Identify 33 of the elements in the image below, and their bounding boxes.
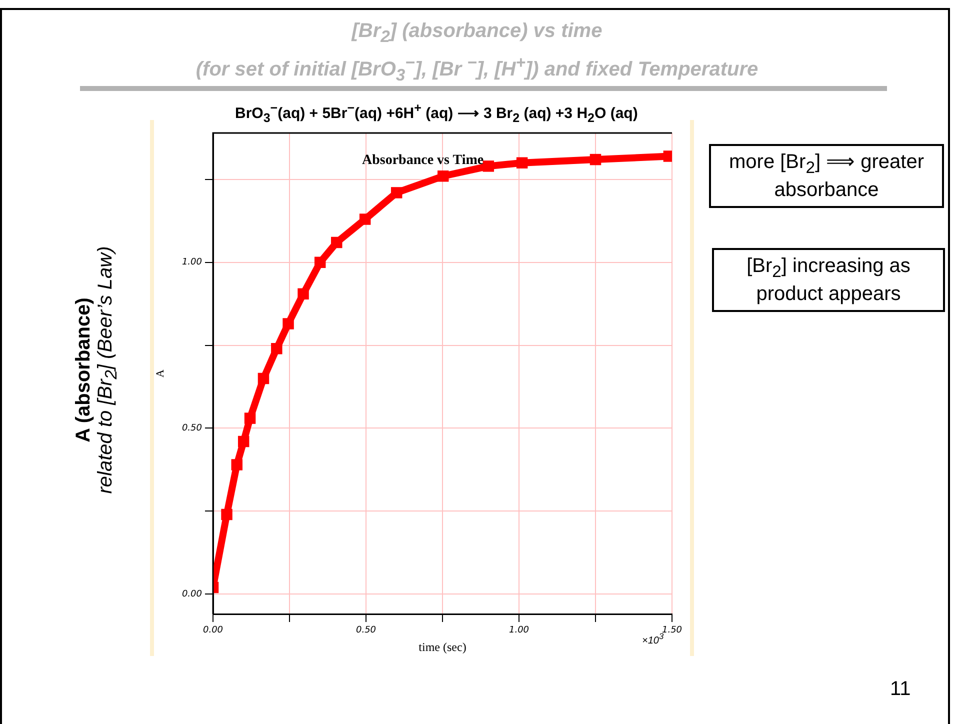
annotation: Absorbance vs Time [362, 153, 484, 169]
y-axis-title: A [154, 369, 166, 378]
text: more [Br$_{2}$] ⟹ greater absorbance [709, 144, 944, 208]
point [516, 157, 528, 168]
chart-subtitle: (for set of initial [BrO$_{3}$$^{−}$], [Br $^{−}$], [H$^{+}$]) and fixed Temperature [194, 53, 760, 86]
chart-title: [Br$_{2}$] (absorbance) vs time [350, 20, 604, 47]
point [221, 508, 232, 520]
point [390, 187, 402, 198]
point [314, 256, 326, 268]
point [244, 412, 256, 424]
point [482, 160, 494, 172]
y-tick-label: 1.00 [182, 258, 202, 268]
text: A (absorbance) [72, 298, 96, 442]
point [238, 436, 250, 448]
x-tick-label: 0.00 [202, 626, 224, 636]
point [282, 318, 294, 330]
x-axis-title: time (sec) [418, 640, 466, 654]
x-tick-label: 1.00 [508, 626, 530, 636]
point [298, 288, 309, 300]
text: ×10$^{3}$ [642, 631, 664, 646]
point [271, 343, 282, 354]
y-tick-label: 0.00 [182, 589, 202, 600]
point [437, 170, 449, 182]
y-tick-label: 0.50 [182, 424, 202, 434]
x-tick-label: 0.50 [356, 626, 376, 636]
point [231, 459, 242, 470]
text: [Br$_{2}$] increasing as product appears [712, 248, 945, 312]
point [258, 372, 270, 384]
point [331, 236, 342, 248]
point [359, 214, 371, 225]
point [590, 154, 602, 166]
text: 11 [890, 678, 911, 701]
text: BrO$_{3}$$^{−}$(aq) + 5Br$^{−}$(aq) +6H$^{+}$ (aq) ⟶ 3 Br$_{2}$ (aq) +3 H$_{2}$O (aq) [235, 101, 638, 125]
